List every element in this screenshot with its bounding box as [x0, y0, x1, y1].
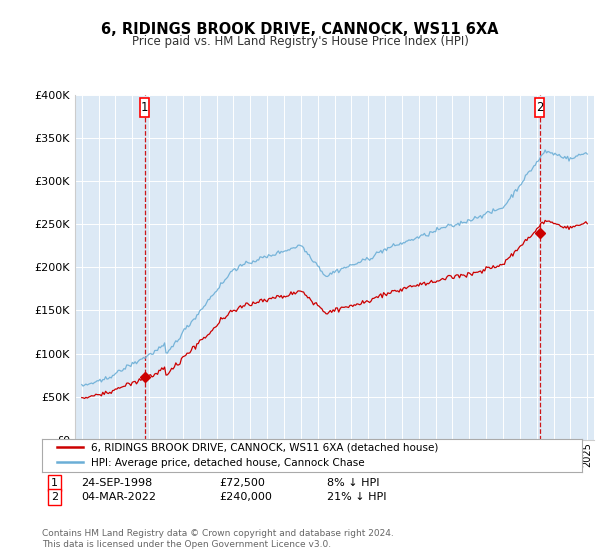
- Text: £72,500: £72,500: [219, 478, 265, 488]
- Text: 6, RIDINGS BROOK DRIVE, CANNOCK, WS11 6XA: 6, RIDINGS BROOK DRIVE, CANNOCK, WS11 6X…: [101, 22, 499, 38]
- Bar: [535, 98, 544, 116]
- Text: 04-MAR-2022: 04-MAR-2022: [81, 492, 156, 502]
- Bar: [140, 98, 149, 116]
- Text: 24-SEP-1998: 24-SEP-1998: [81, 478, 152, 488]
- Text: 1: 1: [141, 101, 148, 114]
- Text: 21% ↓ HPI: 21% ↓ HPI: [327, 492, 386, 502]
- Text: Price paid vs. HM Land Registry's House Price Index (HPI): Price paid vs. HM Land Registry's House …: [131, 35, 469, 48]
- Text: 2: 2: [51, 492, 58, 502]
- Text: 2: 2: [536, 101, 544, 114]
- Legend: 6, RIDINGS BROOK DRIVE, CANNOCK, WS11 6XA (detached house), HPI: Average price, : 6, RIDINGS BROOK DRIVE, CANNOCK, WS11 6X…: [53, 438, 443, 472]
- Text: 1: 1: [51, 478, 58, 488]
- Text: Contains HM Land Registry data © Crown copyright and database right 2024.
This d: Contains HM Land Registry data © Crown c…: [42, 529, 394, 549]
- Text: £240,000: £240,000: [219, 492, 272, 502]
- Text: 8% ↓ HPI: 8% ↓ HPI: [327, 478, 380, 488]
